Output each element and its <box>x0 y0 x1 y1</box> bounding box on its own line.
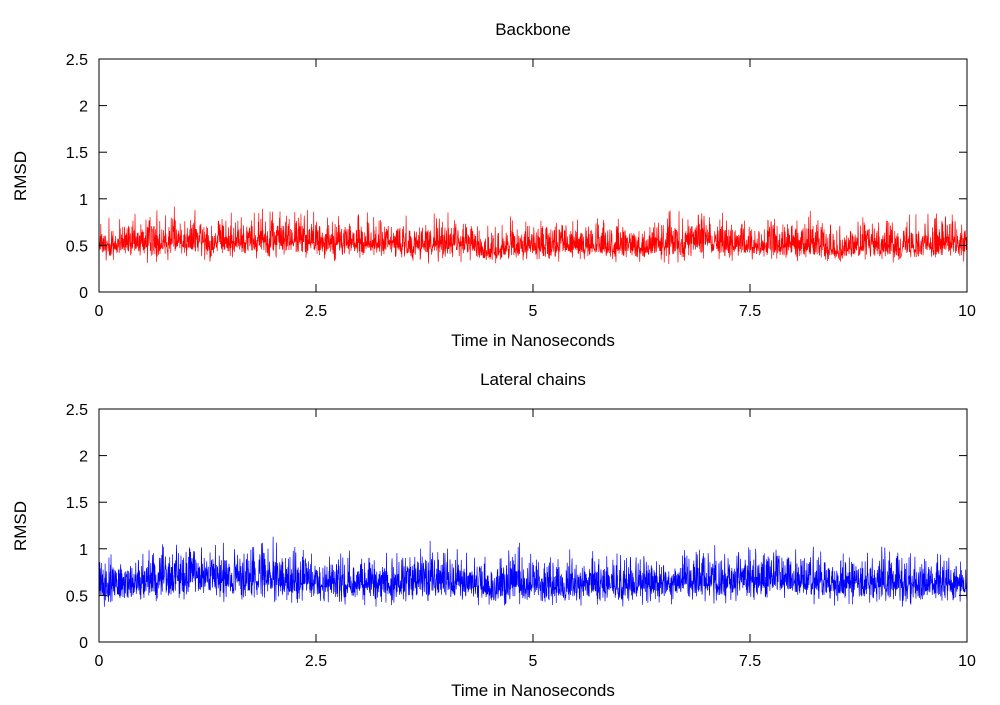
y-tick-label: 2 <box>79 99 88 116</box>
x-tick-label: 0 <box>95 303 104 320</box>
x-axis-label: Time in Nanoseconds <box>451 681 615 700</box>
chart-title: Lateral chains <box>480 370 586 389</box>
x-tick-label: 5 <box>529 303 538 320</box>
x-tick-label: 7.5 <box>739 303 761 320</box>
y-tick-label: 0 <box>79 285 88 302</box>
x-tick-label: 7.5 <box>739 653 761 670</box>
series-line <box>98 536 968 607</box>
x-tick-label: 10 <box>958 303 976 320</box>
y-tick-label: 1.5 <box>66 495 88 512</box>
y-tick-label: 1 <box>79 542 88 559</box>
y-tick-label: 1 <box>79 192 88 209</box>
plot-frame <box>98 58 968 293</box>
y-tick-label: 0.5 <box>66 588 88 605</box>
y-tick-label: 0 <box>79 635 88 652</box>
plot-area: 0 2.5 5 7.5 10 0 0.5 1 1.5 2 2.5 <box>66 52 976 320</box>
x-tick-label: 2.5 <box>305 653 327 670</box>
y-tick-label: 2.5 <box>66 52 88 69</box>
x-axis-label: Time in Nanoseconds <box>451 331 615 350</box>
y-axis-label: RMSD <box>11 501 30 551</box>
y-tick-label: 0.5 <box>66 238 88 255</box>
y-tick-label: 2.5 <box>66 402 88 419</box>
y-axis-label: RMSD <box>11 151 30 201</box>
x-tick-label: 0 <box>95 653 104 670</box>
chart-title: Backbone <box>495 20 571 39</box>
y-tick-label: 1.5 <box>66 145 88 162</box>
series-line <box>98 206 968 264</box>
plot-frame <box>98 408 968 643</box>
x-tick-label: 2.5 <box>305 303 327 320</box>
backbone-chart: Backbone 0 2.5 5 7.5 10 0 0.5 1 1.5 2 2.5 Time in … <box>11 20 976 350</box>
x-tick-label: 10 <box>958 653 976 670</box>
y-tick-label: 2 <box>79 449 88 466</box>
x-tick-label: 5 <box>529 653 538 670</box>
plot-area: 0 2.5 5 7.5 10 0 0.5 1 1.5 2 2.5 <box>66 402 976 670</box>
lateral-chains-chart: Lateral chains 0 2.5 5 7.5 10 0 0.5 1 1.5 2 2.5 Ti… <box>11 370 976 700</box>
